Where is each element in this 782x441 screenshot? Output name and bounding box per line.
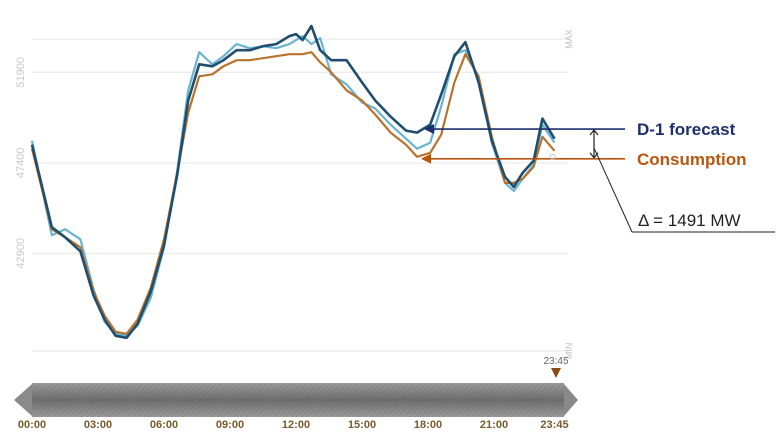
x-tick-label: 12:00 [282,419,310,431]
series-line-consumption [30,51,556,335]
grid [32,38,568,352]
x-tick-label: 09:00 [216,419,244,431]
x-tick-label: 23:45 [540,419,568,431]
y-axis: 42900 47400 51900 MAX MIN [15,29,574,359]
annotation-group: D-1 forecast Consumption Δ = 1491 MW [421,120,775,233]
consumption-label: Consumption [637,150,747,169]
scroll-left-arrow[interactable] [14,384,32,416]
delta-arrowhead-top [589,129,599,136]
current-time-label: 23:45 [543,356,568,367]
timeline-scrollbar[interactable]: 23:45 00:00 03:00 06:00 09:00 12:00 15:00 18:0… [14,356,578,431]
y-tick-label: 51900 [15,57,27,88]
forecast-label: D-1 forecast [637,120,736,139]
delta-label: Δ = 1491 MW [638,211,741,230]
series-line-realized [30,35,556,337]
y-min-label: MIN [564,343,574,360]
plot-area [30,24,556,340]
forecast-pointer-arrowhead [424,124,434,135]
delta-leader-line [593,147,633,233]
y-max-label: MAX [564,29,574,49]
x-tick-label: 06:00 [150,419,178,431]
series-end-marker [549,153,556,160]
scroll-right-arrow[interactable] [564,384,578,416]
x-tick-label: 18:00 [414,419,442,431]
timeline-track-texture [32,383,564,417]
x-tick-label: 03:00 [84,419,112,431]
consumption-pointer-arrowhead [421,153,431,164]
series-line-forecast [30,24,556,340]
x-axis: 00:00 03:00 06:00 09:00 12:00 15:00 18:00 21:00… [18,419,569,431]
x-tick-label: 21:00 [480,419,508,431]
current-time-marker[interactable] [551,368,561,378]
y-tick-label: 42900 [15,238,27,269]
x-tick-label: 00:00 [18,419,46,431]
y-tick-label: 47400 [15,148,27,179]
x-tick-label: 15:00 [348,419,376,431]
